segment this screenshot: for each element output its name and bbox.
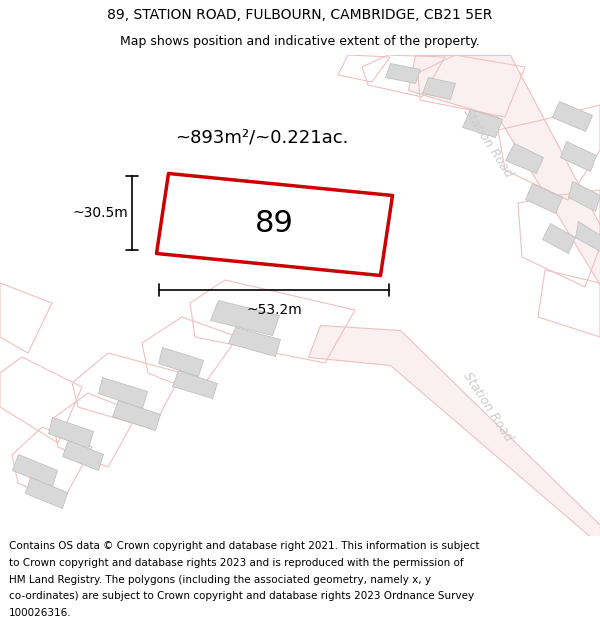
Text: to Crown copyright and database rights 2023 and is reproduced with the permissio: to Crown copyright and database rights 2… xyxy=(9,558,464,568)
Text: 100026316.: 100026316. xyxy=(9,608,71,618)
Text: Station Road: Station Road xyxy=(461,370,515,444)
Text: ~30.5m: ~30.5m xyxy=(72,206,128,220)
Text: 89, STATION ROAD, FULBOURN, CAMBRIDGE, CB21 5ER: 89, STATION ROAD, FULBOURN, CAMBRIDGE, C… xyxy=(107,8,493,22)
Text: Station Road: Station Road xyxy=(461,106,515,180)
Text: 89: 89 xyxy=(254,209,293,239)
Text: Contains OS data © Crown copyright and database right 2021. This information is : Contains OS data © Crown copyright and d… xyxy=(9,541,479,551)
Text: HM Land Registry. The polygons (including the associated geometry, namely x, y: HM Land Registry. The polygons (includin… xyxy=(9,574,431,584)
Text: Map shows position and indicative extent of the property.: Map shows position and indicative extent… xyxy=(120,35,480,48)
Text: co-ordinates) are subject to Crown copyright and database rights 2023 Ordnance S: co-ordinates) are subject to Crown copyr… xyxy=(9,591,474,601)
Text: ~893m²/~0.221ac.: ~893m²/~0.221ac. xyxy=(175,128,349,146)
Text: ~53.2m: ~53.2m xyxy=(246,303,302,317)
